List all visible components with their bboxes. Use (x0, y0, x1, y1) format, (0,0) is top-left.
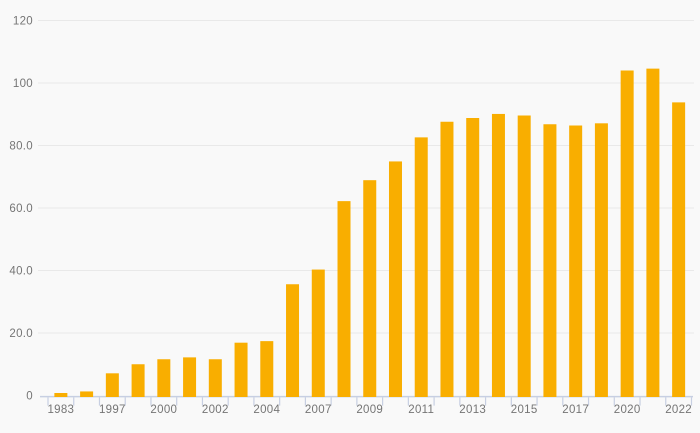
bar (337, 201, 351, 397)
x-axis-tick-label: 2020 (614, 404, 641, 416)
bar (466, 118, 480, 397)
bar (646, 68, 660, 397)
y-axis-tick-label: 60.0 (9, 203, 33, 215)
bar (569, 125, 583, 397)
bar (363, 180, 377, 397)
x-axis-tick-label: 2015 (511, 404, 538, 416)
y-axis-tick-label: 100 (13, 78, 33, 90)
bar (672, 102, 686, 397)
x-axis-tick-label: 2011 (408, 404, 434, 416)
bar (543, 124, 557, 397)
x-axis-tick-label: 2002 (202, 404, 229, 416)
bar (491, 113, 505, 397)
bar (208, 359, 222, 397)
y-axis-tick-label: 20.0 (9, 328, 33, 340)
x-axis-tick-label: 2017 (562, 404, 589, 416)
y-axis-tick-label: 0 (26, 391, 33, 403)
y-axis-tick-label: 120 (13, 16, 33, 28)
bar (157, 359, 171, 397)
bar (80, 391, 94, 397)
x-axis-tick-label: 1983 (47, 404, 74, 416)
x-axis-tick-label: 2000 (150, 404, 177, 416)
bar (234, 342, 248, 397)
x-axis-tick-label: 1997 (99, 404, 126, 416)
bar (388, 161, 402, 397)
x-axis-tick-label: 2007 (305, 404, 332, 416)
bar (440, 121, 454, 397)
bar (620, 70, 634, 397)
bar (260, 341, 274, 397)
bar (414, 137, 428, 397)
bar (54, 393, 68, 397)
x-axis-tick-label: 2022 (665, 404, 692, 416)
bar (311, 269, 325, 397)
bar (286, 284, 300, 397)
bar (105, 373, 119, 397)
bar (594, 123, 608, 397)
x-axis-tick-label: 2004 (253, 404, 280, 416)
x-axis-tick-label: 2009 (356, 404, 383, 416)
bar (131, 364, 145, 397)
y-axis-tick-label: 80.0 (9, 141, 33, 153)
y-axis-tick-label: 40.0 (9, 266, 33, 278)
bar (517, 115, 531, 397)
x-axis-tick-label: 2013 (459, 404, 486, 416)
bar (183, 357, 197, 397)
